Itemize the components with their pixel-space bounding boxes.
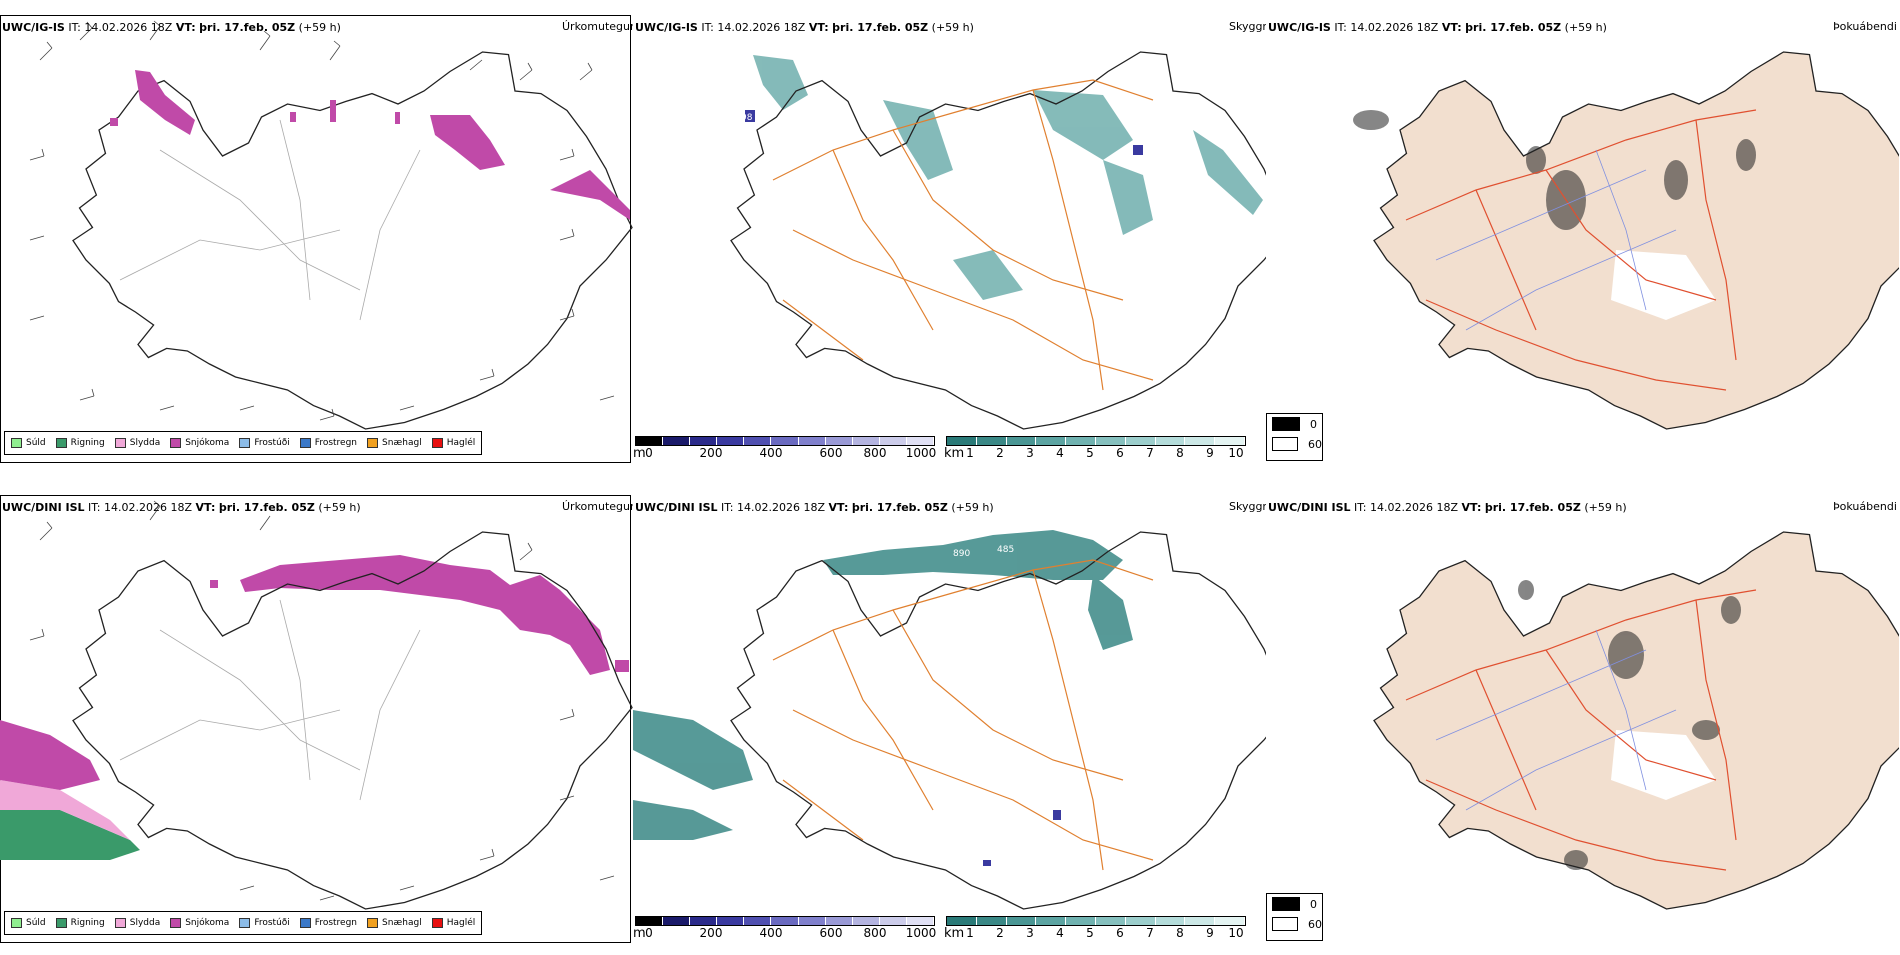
colorbar-m: m 0 200 400 600 800 1000 <box>633 436 936 461</box>
legend-item: Frostúði <box>239 918 290 928</box>
swatch <box>11 438 22 448</box>
swatch <box>239 918 251 928</box>
colorbar-cells <box>946 916 1246 926</box>
swatch <box>11 918 22 928</box>
colorbar-ticks: m 0 200 400 600 800 1000 <box>633 446 937 461</box>
panel-title: UWC/DINI ISL IT: 14.02.2026 18Z VT: þri.… <box>635 501 994 514</box>
fog-map-bottom <box>1373 531 1899 910</box>
precip-title: Úrkomutegund <box>562 20 633 33</box>
vis-map-top: 98 18 73 <box>730 51 1266 430</box>
legend-row: 60 <box>1267 914 1322 934</box>
swatch <box>114 918 126 928</box>
panel-title: UWC/IG-IS IT: 14.02.2026 18Z VT: þri. 17… <box>635 21 974 34</box>
panel-vis-bottom: 890 485 UWC/DINI ISL IT: 14.02.2026 18Z … <box>633 480 1266 955</box>
panel-fog-bottom: UWC/DINI ISL IT: 14.02.2026 18Z VT: þri.… <box>1266 480 1899 955</box>
legend-row: 0 <box>1267 894 1322 914</box>
fog-map-top <box>1353 51 1899 430</box>
precip-legend: Súld Rigning Slydda Snjókoma Frostúði Fr… <box>4 911 483 935</box>
legend-row: 60 <box>1267 434 1322 454</box>
vis-title: Skyggni <box>1229 500 1266 513</box>
fog-legend: 0 60 <box>1266 413 1323 461</box>
swatch <box>367 918 379 928</box>
swatch <box>239 438 251 448</box>
colorbar-cells <box>946 436 1246 446</box>
vis-label: 73 <box>1043 217 1054 227</box>
swatch <box>55 438 67 448</box>
legend-item: Súld <box>11 918 46 928</box>
legend-item: Snæhagl <box>367 918 422 928</box>
swatch <box>299 438 311 448</box>
swatch <box>299 918 311 928</box>
swatch <box>367 438 379 448</box>
fog-title: Þokuábendi <box>1833 500 1897 513</box>
precip-map-bottom <box>0 500 633 910</box>
panel-precip-bottom: UWC/DINI ISL IT: 14.02.2026 18Z VT: þri.… <box>0 480 633 955</box>
legend-item: Slydda <box>114 438 160 448</box>
panel-title: UWC/IG-IS IT: 14.02.2026 18Z VT: þri. 17… <box>2 21 341 34</box>
colorbar-m: m 0 200 400 600 800 1000 <box>633 916 936 941</box>
panel-vis-top: 98 18 73 UWC/IG-IS IT: 14.02.2026 18Z VT… <box>633 0 1266 475</box>
map-frame <box>0 495 631 943</box>
legend-item: Slydda <box>114 918 160 928</box>
panel-title: UWC/DINI ISL IT: 14.02.2026 18Z VT: þri.… <box>1268 501 1627 514</box>
legend-item: Rigning <box>55 438 105 448</box>
legend-item: Rigning <box>55 918 105 928</box>
swatch <box>170 438 182 448</box>
vis-label: 485 <box>997 545 1014 555</box>
vis-label: 18 <box>785 143 797 153</box>
legend-item: Súld <box>11 438 46 448</box>
swatch <box>170 918 182 928</box>
precip-legend: Súld Rigning Slydda Snjókoma Frostúði Fr… <box>4 431 483 455</box>
precip-map-top <box>29 20 633 430</box>
legend-item: Snjókoma <box>170 438 229 448</box>
legend-row: 0 <box>1267 414 1322 434</box>
precip-title: Úrkomutegund <box>562 500 633 513</box>
map-frame <box>0 15 631 463</box>
legend-item: Frostregn <box>299 918 357 928</box>
colorbar-cells <box>635 436 935 446</box>
panel-fog-top: UWC/IG-IS IT: 14.02.2026 18Z VT: þri. 17… <box>1266 0 1899 475</box>
panel-precip-top: UWC/IG-IS IT: 14.02.2026 18Z VT: þri. 17… <box>0 0 633 475</box>
swatch <box>431 438 443 448</box>
colorbar-ticks: m 0 200 400 600 800 1000 <box>633 926 937 941</box>
vis-map-bottom: 890 485 <box>633 530 1266 910</box>
panel-title: UWC/DINI ISL IT: 14.02.2026 18Z VT: þri.… <box>2 501 361 514</box>
legend-item: Snæhagl <box>367 438 422 448</box>
legend-item: Snjókoma <box>170 918 229 928</box>
legend-item: Frostregn <box>299 438 357 448</box>
vis-label: 890 <box>953 549 970 559</box>
vis-label: 98 <box>741 113 753 123</box>
legend-item: Haglél <box>431 918 475 928</box>
vis-title: Skyggni <box>1229 20 1266 33</box>
fog-title: Þokuábendi <box>1833 20 1897 33</box>
legend-item: Frostúði <box>239 438 290 448</box>
swatch <box>431 918 443 928</box>
legend-item: Haglél <box>431 438 475 448</box>
swatch <box>55 918 67 928</box>
colorbar-cells <box>635 916 935 926</box>
panel-title: UWC/IG-IS IT: 14.02.2026 18Z VT: þri. 17… <box>1268 21 1607 34</box>
fog-legend: 0 60 <box>1266 893 1323 941</box>
swatch <box>114 438 126 448</box>
